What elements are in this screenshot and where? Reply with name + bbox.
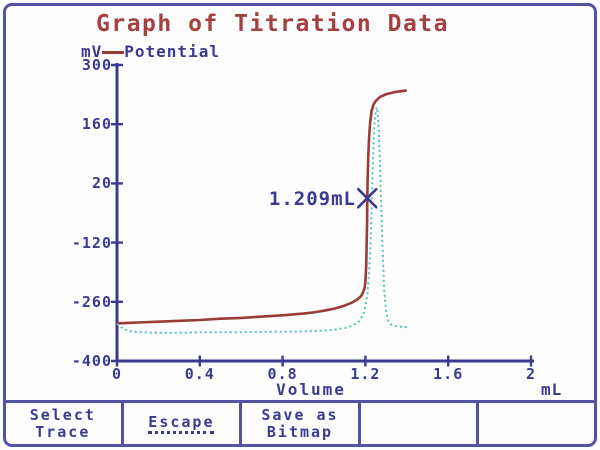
toolbar-button-empty-2 (476, 403, 595, 444)
potential-curve (116, 89, 407, 325)
y-tick-label: 300 (81, 56, 112, 74)
toolbar-button-save-as-bitmap[interactable]: Save as Bitmap (239, 403, 358, 444)
cursor-marker (356, 187, 378, 209)
chart-legend: mV Potential (81, 42, 220, 61)
x-tick-label: 0.8 (267, 365, 298, 383)
derivative-curve (116, 106, 407, 334)
x-axis-label: Volume (276, 380, 346, 399)
toolbar-button-label: Trace (35, 422, 91, 441)
x-tick-label: 0 (111, 365, 123, 383)
toolbar-button-label: Select (29, 405, 96, 424)
series-line-sample (102, 51, 125, 54)
toolbar-button-label: Save as (261, 405, 339, 424)
toolbar: Select Trace Escape Save as Bitmap (5, 400, 595, 444)
x-tick-label: 1.2 (350, 365, 381, 383)
axes (115, 63, 534, 363)
toolbar-button-select-trace[interactable]: Select Trace (5, 403, 121, 444)
toolbar-button-label: Escape (148, 413, 215, 434)
y-tick-label: 20 (91, 174, 112, 193)
x-tick-label: 1.6 (433, 365, 464, 383)
equivalence-point-label: 1.209mL (268, 188, 356, 210)
y-tick-label: -120 (71, 233, 112, 252)
chart-title: Graph of Titration Data (96, 11, 449, 37)
x-tick-label: 0.4 (184, 365, 215, 383)
y-tick-label: 160 (81, 115, 112, 134)
toolbar-button-label: Bitmap (266, 422, 334, 441)
y-axis-unit-label: mV (81, 42, 103, 61)
toolbar-button-escape[interactable]: Escape (120, 403, 240, 444)
y-tick-label: -260 (71, 292, 112, 311)
x-axis-unit-label: mL (541, 380, 563, 399)
y-tick-label: -400 (71, 352, 112, 370)
axis-tick-marks (111, 63, 533, 367)
series-name-label: Potential (124, 42, 220, 61)
toolbar-button-empty-1 (357, 403, 477, 444)
x-tick-label: 2 (525, 365, 537, 383)
